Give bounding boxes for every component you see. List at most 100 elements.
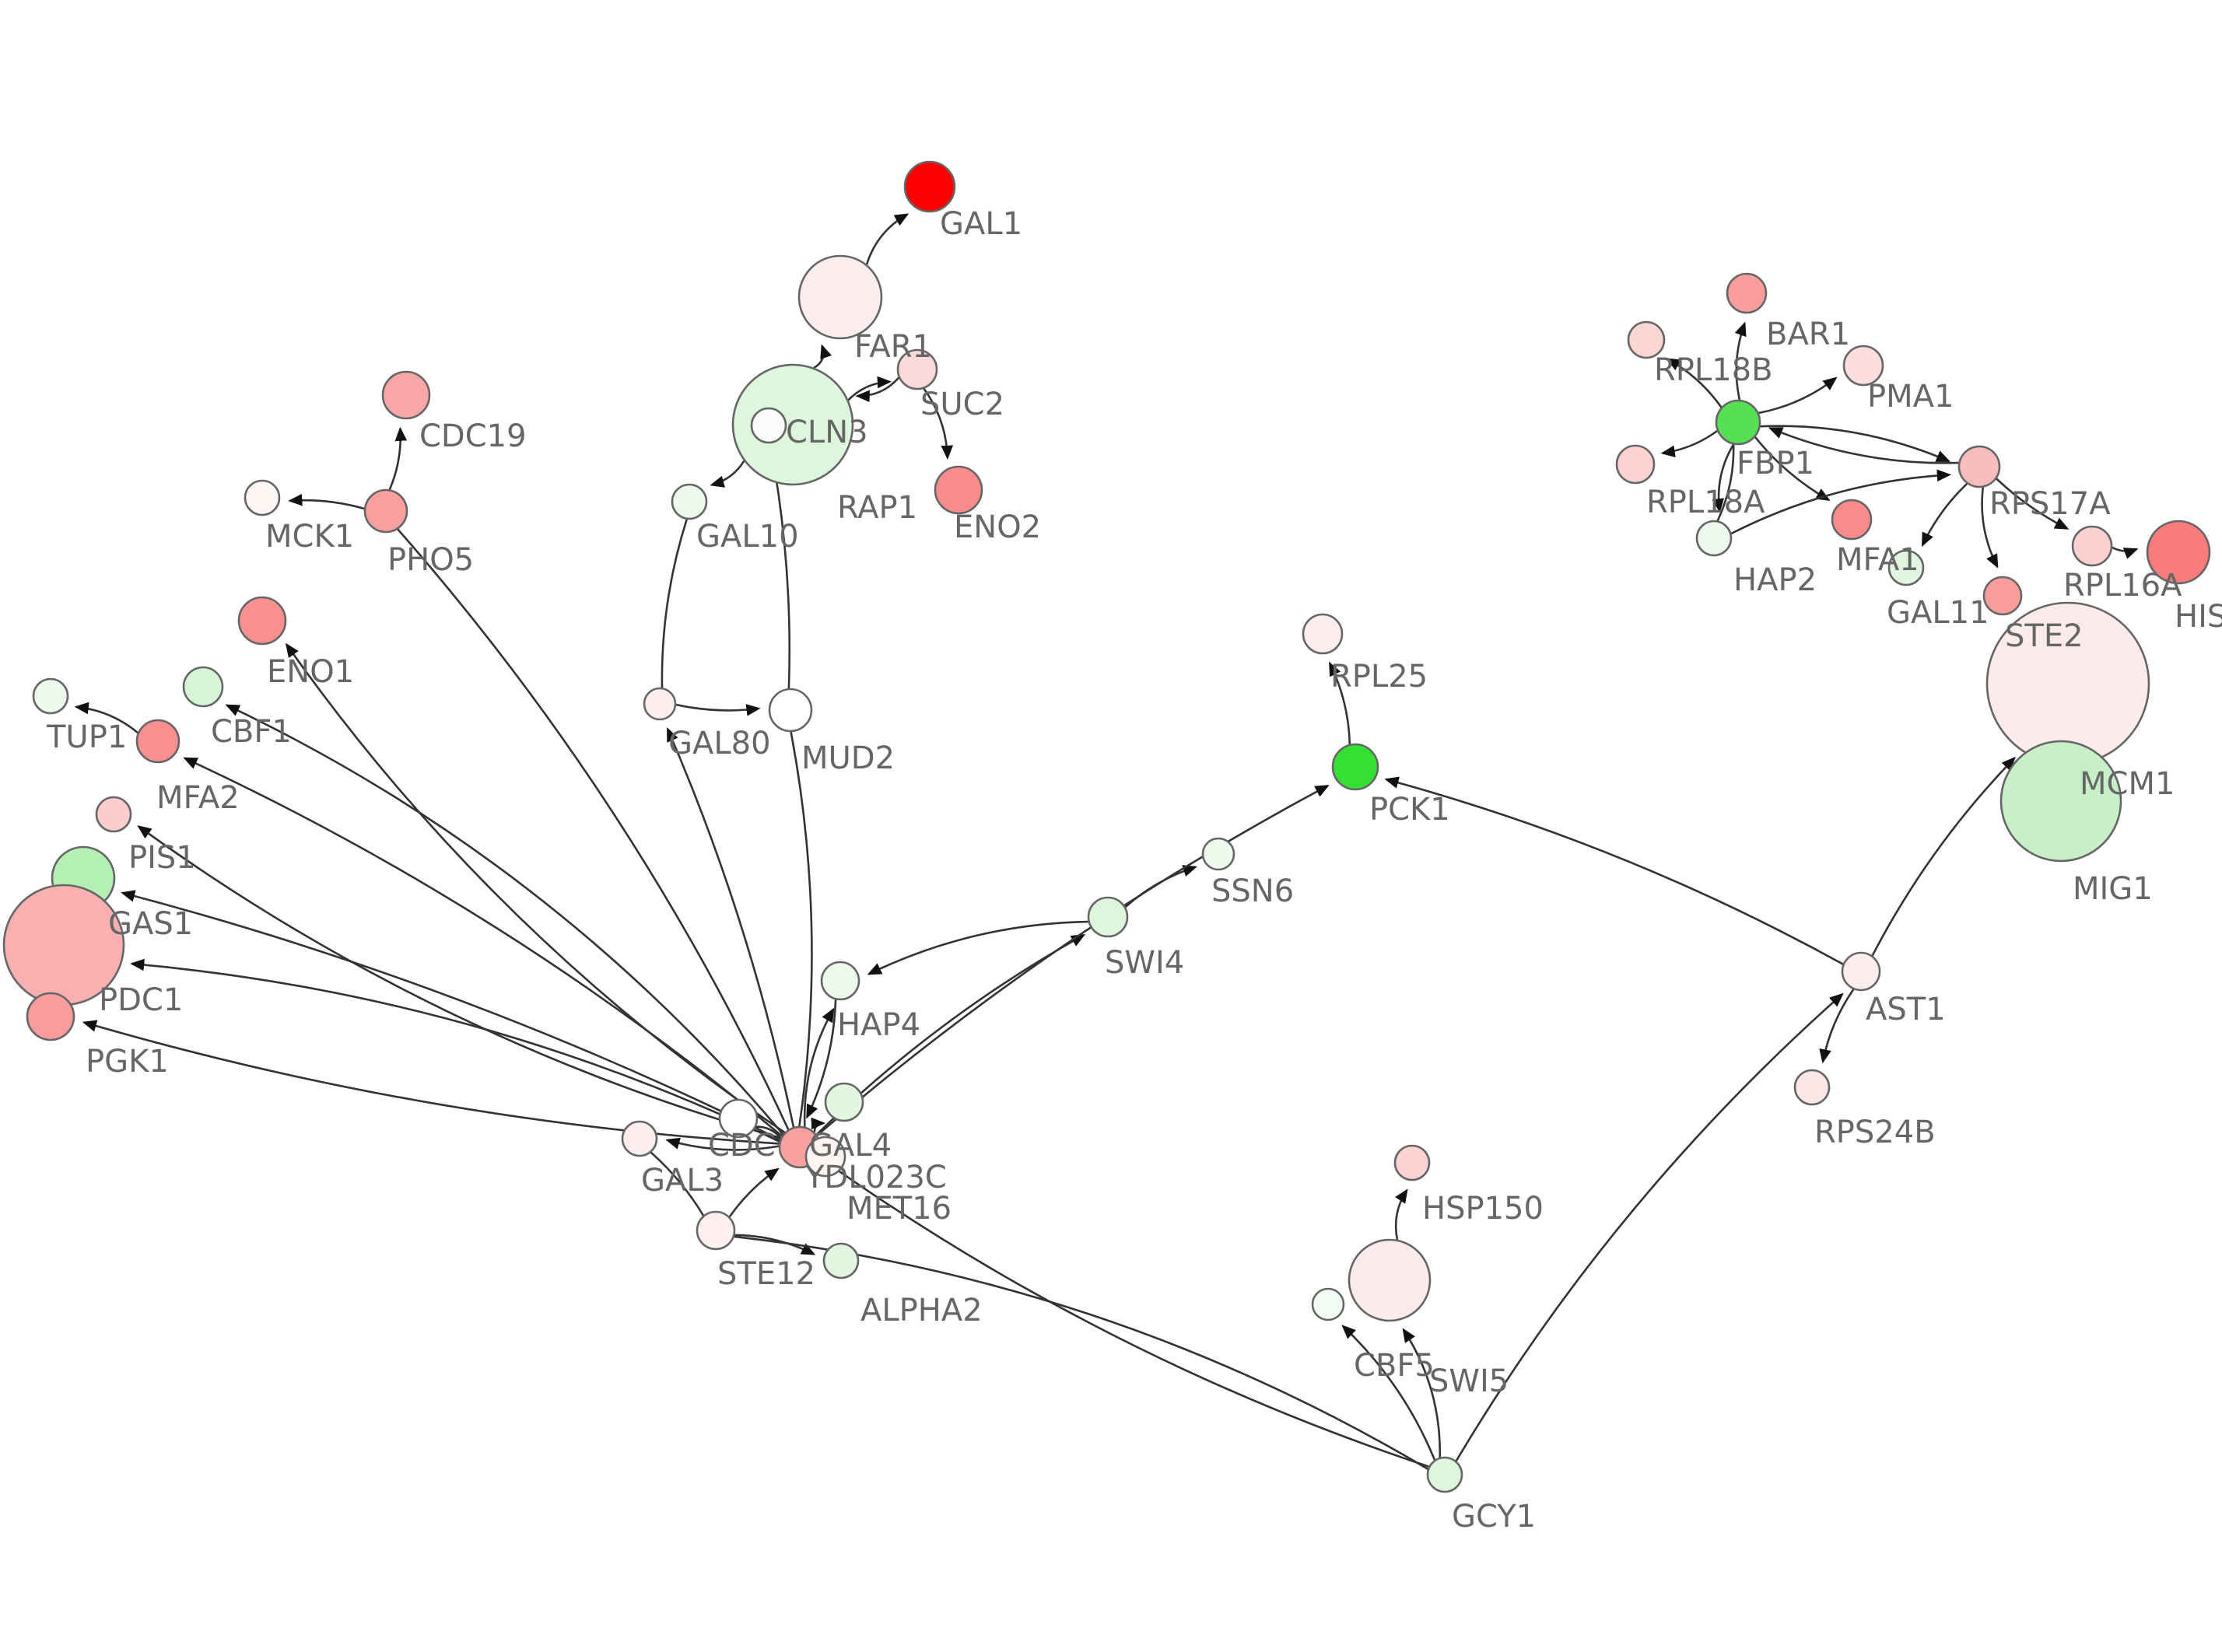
graph-edge [285,642,786,1134]
graph-node-label-gal1: GAL1 [940,206,1022,242]
graph-node-pho5[interactable] [363,488,408,534]
graph-edge [74,702,139,734]
graph-edge [1660,429,1718,458]
graph-edge [1402,1328,1442,1458]
graph-edge [183,757,783,1137]
graph-node-label-gal4: GAL4 [809,1128,892,1164]
graph-node-rps17a[interactable] [1957,445,2001,488]
graph-node-gal80[interactable] [643,687,677,721]
graph-edge [121,890,781,1141]
graph-node-fbp1[interactable] [1715,399,1761,446]
graph-node-ste12[interactable] [696,1210,736,1251]
graph-node-mud2[interactable] [768,688,813,733]
graph-node-label-cln3: CLN3 [786,415,868,450]
graph-edge [855,376,900,403]
graph-node-mig1[interactable] [1999,740,2122,863]
graph-node-label-hap2: HAP2 [1733,562,1817,598]
graph-node-label-gal11: GAL11 [1887,595,1989,631]
graph-node-label-pck1: PCK1 [1369,792,1450,828]
graph-edge [225,704,784,1136]
graph-node-label-his4: HIS4 [2175,599,2222,635]
graph-edge [1996,478,2070,530]
graph-node-label-gcy1: GCY1 [1452,1499,1536,1535]
graph-node-hap2[interactable] [1695,520,1733,557]
graph-node-hsp150[interactable] [1393,1144,1431,1181]
graph-edge [397,528,790,1130]
graph-node-label-cbf1: CBF1 [211,714,292,750]
graph-node-label-rpl18a: RPL18A [1646,485,1765,520]
graph-node-eno1[interactable] [237,596,287,646]
graph-node-pis1[interactable] [95,796,132,833]
labels-layer: GAL1 FAR1 SUC2 ENO2 CLN3 RAP1 GAL10 CDC19 MCK1 PH… [46,206,2222,1535]
graph-edge [710,460,745,488]
graph-node-pgk1[interactable] [26,992,75,1041]
graph-node-ast1[interactable] [1841,951,1881,992]
graph-node-his4[interactable] [2146,520,2211,585]
graph-node-cbf1[interactable] [182,666,224,708]
graph-node-swi5[interactable] [1348,1238,1432,1322]
graph-node-cbf5[interactable] [1311,1287,1345,1321]
graph-node-rpl18b[interactable] [1627,320,1666,359]
graph-node-gal3[interactable] [621,1120,658,1157]
graph-edge [734,1234,816,1255]
graph-node-eno2[interactable] [934,465,983,515]
graph-edge [803,1007,835,1127]
graph-node-ydl023c[interactable] [804,1136,846,1178]
graph-edge [755,1125,782,1139]
graph-node-gal11[interactable] [1887,549,1925,586]
graph-node-suc2[interactable] [896,348,938,390]
nodes-layer [2,160,2211,1493]
graph-node-label-gas1: GAS1 [108,906,193,942]
graph-node-gcy1[interactable] [1426,1456,1463,1493]
graph-node-rpl18a[interactable] [1615,444,1656,485]
edges-layer [74,213,2139,1470]
graph-node-rpl25[interactable] [1302,613,1344,655]
graph-node-tup1[interactable] [32,677,69,715]
graph-node-gal10[interactable] [671,483,708,520]
graph-node-pck1[interactable] [1331,743,1379,791]
graph-node-hap4[interactable] [820,961,860,1001]
graph-node-ste2[interactable] [1982,576,2023,616]
graph-edge [818,1156,1429,1468]
graph-node-gal1[interactable] [903,160,956,213]
graph-node-label-cdc19: CDC19 [419,418,527,454]
graph-node-label-pma1: PMA1 [1867,379,1954,415]
graph-node-label-far1: FAR1 [854,329,932,365]
graph-node-label-ssn6: SSN6 [1211,873,1294,909]
graph-node-label-rpl16a: RPL16A [2063,568,2182,604]
graph-edge [813,344,832,369]
graph-node-swi4[interactable] [1087,896,1129,938]
graph-node-label-pho5: PHO5 [387,542,474,578]
graph-node-mfa1[interactable] [1831,499,1873,541]
graph-node-rps24b[interactable] [1793,1069,1831,1106]
graph-edge [1758,376,1838,415]
graph-edge [661,519,688,688]
graph-node-label-mig1: MIG1 [2073,871,2153,907]
graph-edge [1921,482,1968,548]
graph-node-label-gal3: GAL3 [641,1163,724,1199]
graph-node-ssn6[interactable] [1201,837,1235,871]
graph-node-label-swi4: SWI4 [1105,945,1184,981]
graph-node-pma1[interactable] [1842,345,1884,387]
graph-node-rpl16a[interactable] [2071,525,2113,567]
graph-node-mck1[interactable] [244,479,281,516]
graph-edge [847,376,892,401]
graph-node-cln3[interactable] [731,363,854,486]
graph-edge [665,1137,780,1151]
graph-node-cdc39[interactable] [718,1098,759,1139]
graph-node-rap1[interactable] [750,407,787,444]
graph-node-alpha2[interactable] [822,1242,860,1279]
graph-node-bar1[interactable] [1726,272,1768,314]
graph-edge [2112,546,2139,559]
graph-node-mfa2[interactable] [135,719,180,764]
graph-node-far1[interactable] [797,254,883,340]
graph-edge [82,1020,780,1145]
graph-edge [1394,1188,1408,1241]
graph-node-cdc19[interactable] [381,370,431,420]
graph-edge [137,825,782,1139]
graph-node-label-rap1: RAP1 [837,490,917,526]
graph-edge [1124,865,1197,908]
graph-node-met16[interactable] [824,1082,864,1122]
graph-node-label-eno2: ENO2 [954,509,1041,545]
